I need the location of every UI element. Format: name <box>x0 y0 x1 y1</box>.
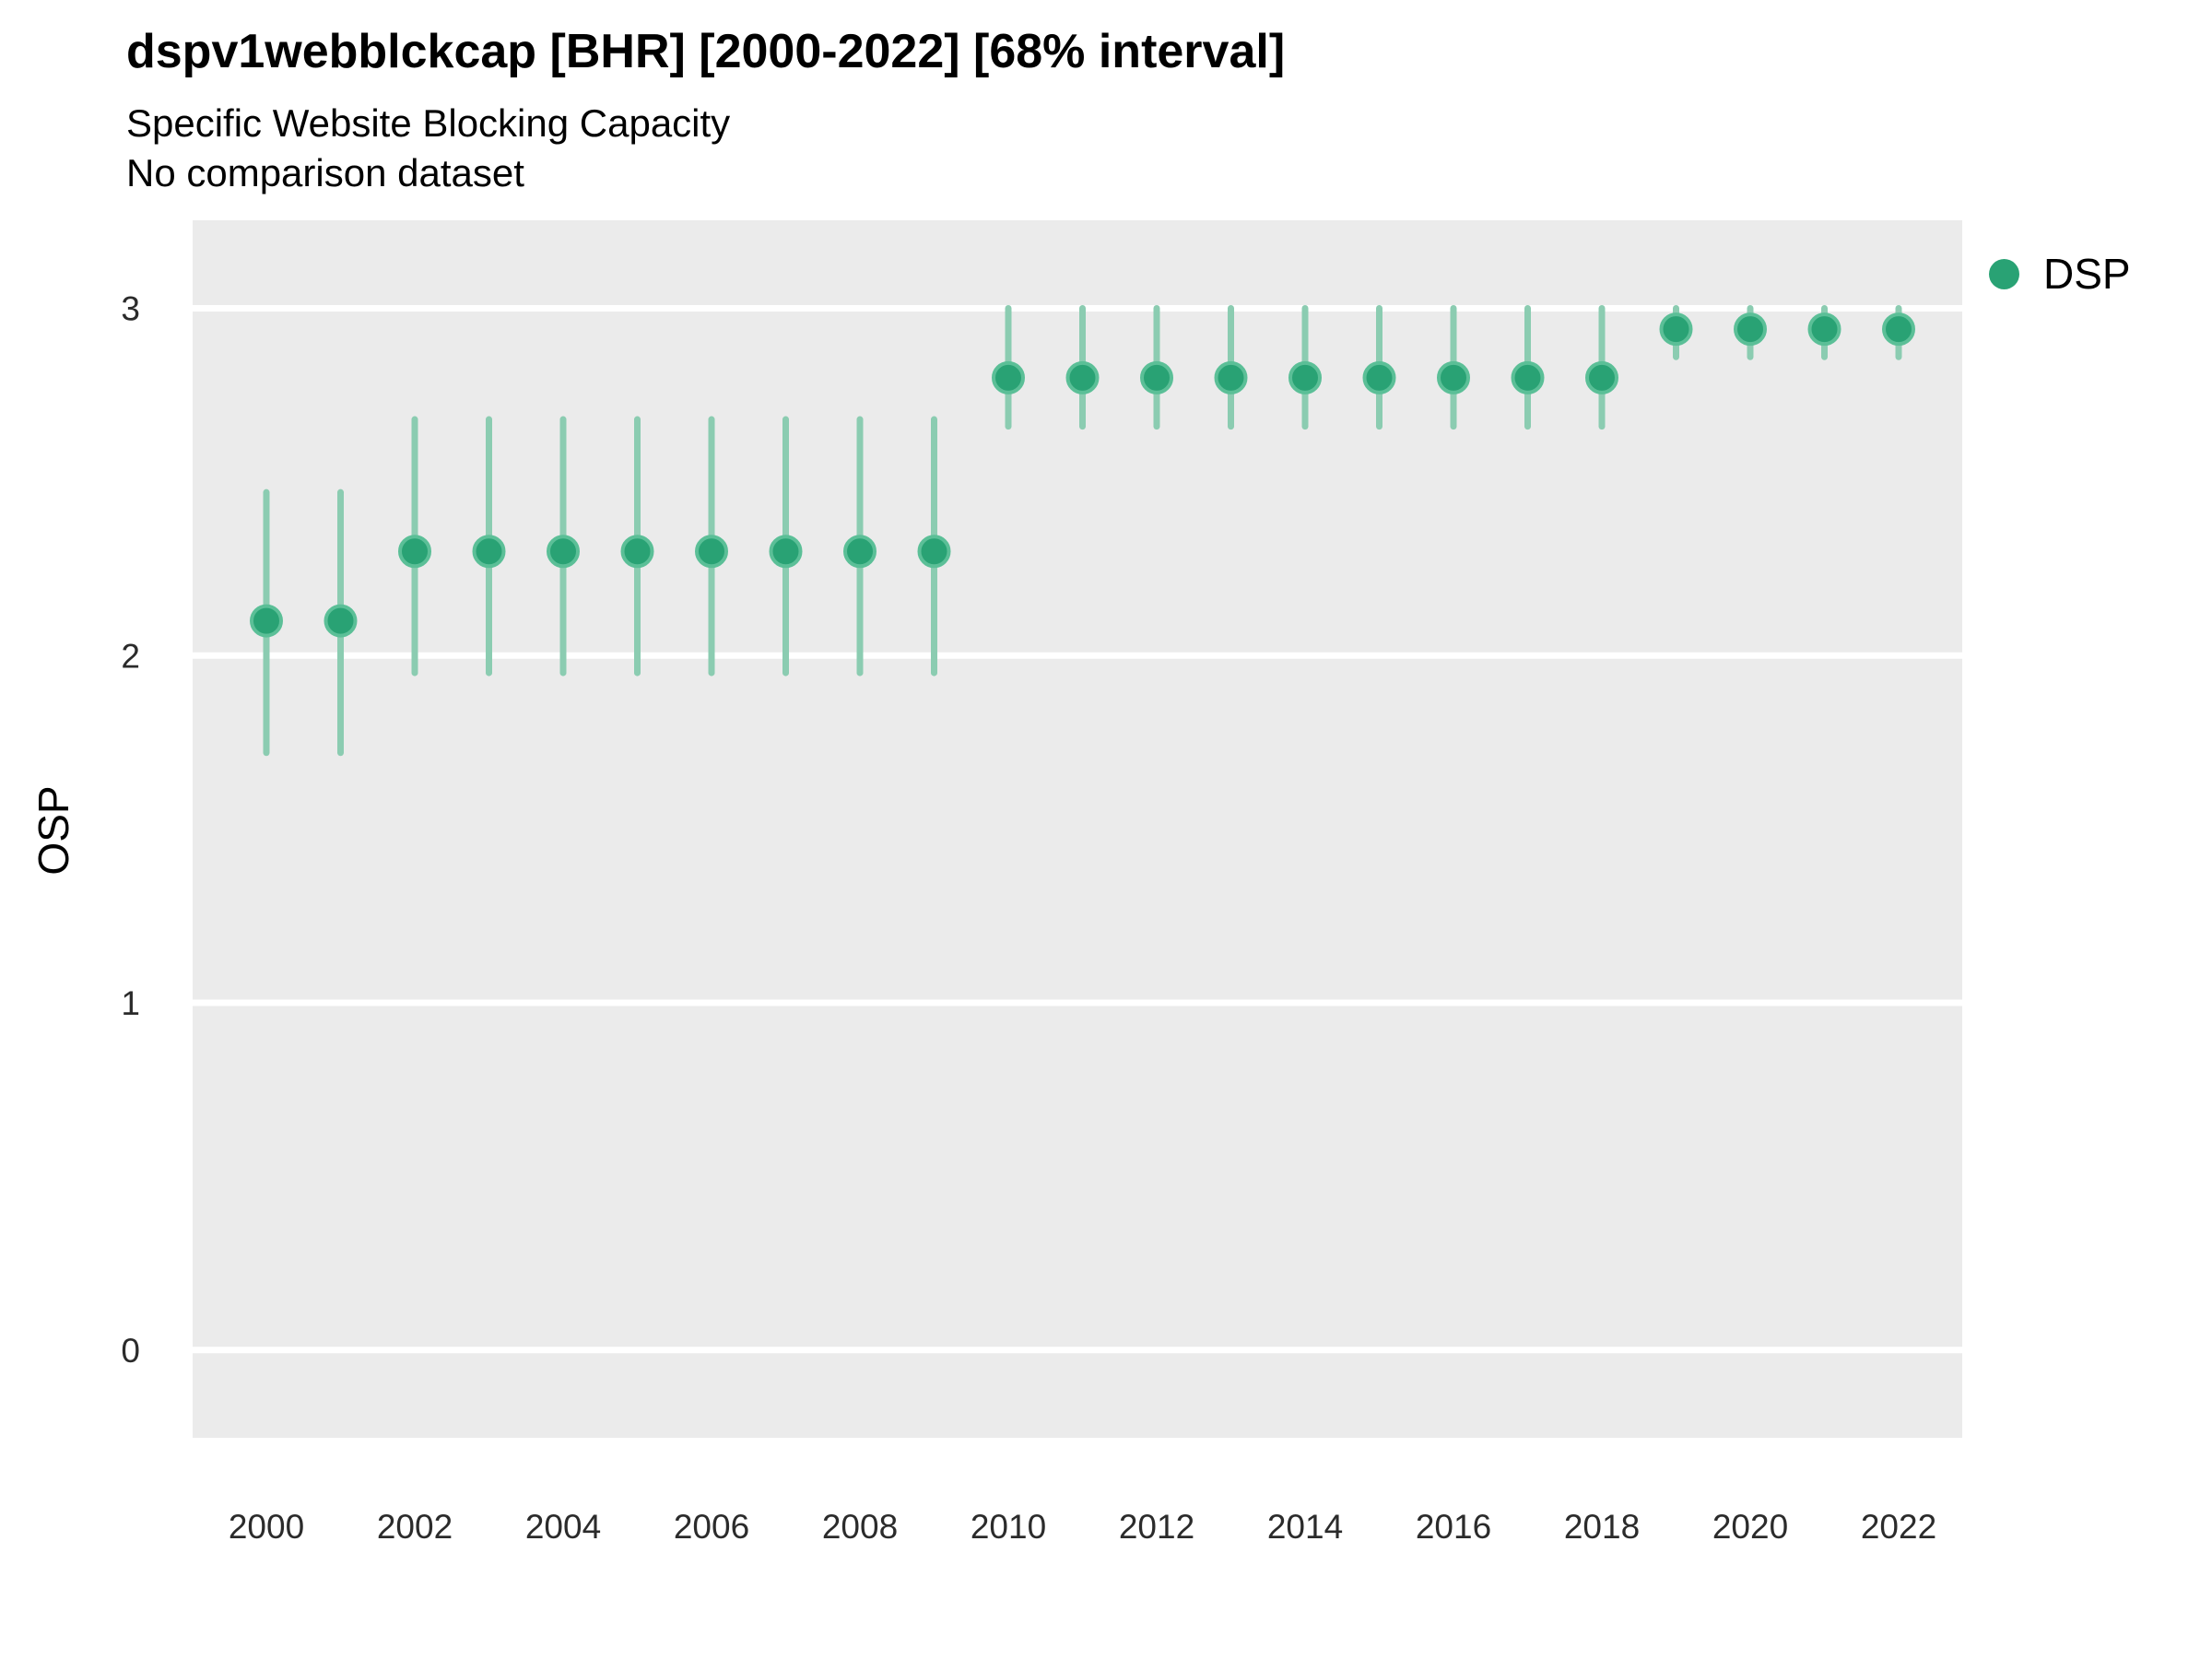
x-tick-label-2008: 2008 <box>822 1508 898 1546</box>
point-2014 <box>1288 360 1322 394</box>
point-2007 <box>769 535 803 569</box>
point-2011 <box>1065 360 1100 394</box>
point-2002 <box>398 535 431 569</box>
x-tick-label-2022: 2022 <box>1861 1508 1936 1546</box>
point-2004 <box>547 535 580 569</box>
point-2012 <box>1140 360 1173 394</box>
x-tick-label-2006: 2006 <box>674 1508 749 1546</box>
x-tick-label-2012: 2012 <box>1119 1508 1194 1546</box>
legend: DSP <box>1989 253 2131 295</box>
point-2019 <box>1659 312 1693 347</box>
point-2008 <box>843 535 877 569</box>
y-tick-label-1: 1 <box>121 984 140 1022</box>
point-2015 <box>1362 360 1396 394</box>
point-2022 <box>1882 312 1915 347</box>
x-tick-label-2000: 2000 <box>229 1508 304 1546</box>
x-tick-label-2016: 2016 <box>1416 1508 1491 1546</box>
point-2013 <box>1214 360 1248 394</box>
plot-panel <box>193 220 1962 1438</box>
point-2009 <box>917 535 951 569</box>
point-2021 <box>1807 312 1841 347</box>
point-2017 <box>1511 360 1545 394</box>
point-2000 <box>250 604 283 638</box>
y-tick-label-0: 0 <box>121 1332 140 1370</box>
legend-dsp-label: DSP <box>2043 250 2131 298</box>
point-2001 <box>324 604 358 638</box>
point-2016 <box>1437 360 1470 394</box>
y-tick-label-2: 2 <box>121 637 140 675</box>
x-tick-label-2004: 2004 <box>525 1508 601 1546</box>
chart-subtitle: Specific Website Blocking Capacity <box>126 101 731 145</box>
y-axis-label: OSP <box>29 785 77 876</box>
point-2006 <box>695 535 728 569</box>
chart-title: dspv1webblckcap [BHR] [2000-2022] [68% i… <box>126 25 1286 78</box>
point-2020 <box>1734 312 1767 347</box>
point-2003 <box>472 535 506 569</box>
chart-note: No comparison dataset <box>126 151 524 194</box>
point-2005 <box>620 535 654 569</box>
point-2018 <box>1585 360 1618 394</box>
x-tick-label-2020: 2020 <box>1712 1508 1788 1546</box>
point-2010 <box>992 360 1025 394</box>
legend-dsp-swatch-icon <box>1989 258 2019 289</box>
x-tick-label-2014: 2014 <box>1267 1508 1343 1546</box>
x-tick-label-2010: 2010 <box>971 1508 1046 1546</box>
y-tick-label-3: 3 <box>121 290 140 328</box>
x-tick-label-2002: 2002 <box>377 1508 453 1546</box>
x-tick-label-2018: 2018 <box>1564 1508 1640 1546</box>
